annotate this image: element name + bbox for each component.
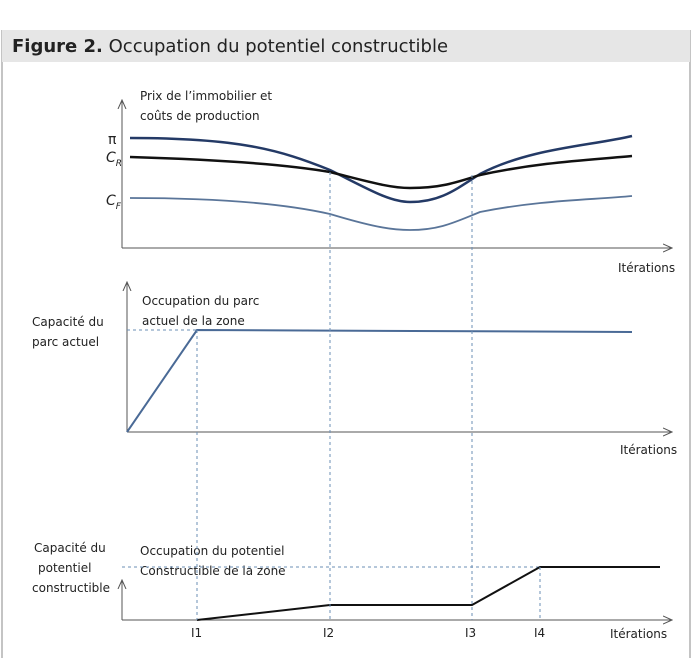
x-tick-label: I4 xyxy=(534,626,545,640)
axis-title: coûts de production xyxy=(140,109,260,123)
y-label: parc actuel xyxy=(32,335,99,349)
x-tick-label: I1 xyxy=(191,626,202,640)
axis-title: actuel de la zone xyxy=(142,314,245,328)
cost-f-curve xyxy=(129,195,633,231)
y-label: constructible xyxy=(32,581,110,595)
axis-title: Occupation du parc xyxy=(142,294,259,308)
y-label-subscript: R xyxy=(116,159,122,169)
figure-label: Figure 2. xyxy=(12,36,103,57)
title-bar xyxy=(2,30,690,62)
x-label: Itérations xyxy=(618,261,675,275)
y-label: Capacité du xyxy=(32,315,104,329)
y-label-symbol: C xyxy=(106,150,116,166)
price-curve xyxy=(129,134,633,204)
x-tick-label: I2 xyxy=(323,626,334,640)
y-label: CR xyxy=(106,150,122,169)
figure-frame xyxy=(0,30,693,658)
axis-title: Prix de l’immobilier et xyxy=(140,89,272,103)
axis-title: Constructible de la zone xyxy=(140,564,286,578)
axis-title: Occupation du potentiel xyxy=(140,544,284,558)
x-label: Itérations xyxy=(610,627,667,641)
cost-r-curve xyxy=(129,154,633,190)
y-label: CF xyxy=(106,193,122,212)
potential-line xyxy=(196,566,660,621)
y-label-subscript: F xyxy=(116,202,122,212)
figure-title-text: Occupation du potentiel constructible xyxy=(109,36,448,57)
y-label-symbol: C xyxy=(106,193,116,209)
x-tick-label: I3 xyxy=(465,626,476,640)
figure-title: Figure 2. Occupation du potentiel constr… xyxy=(12,36,448,57)
y-label: potentiel xyxy=(38,561,91,575)
x-label: Itérations xyxy=(620,443,677,457)
y-label: Capacité du xyxy=(34,541,106,555)
y-label: π xyxy=(108,132,117,148)
